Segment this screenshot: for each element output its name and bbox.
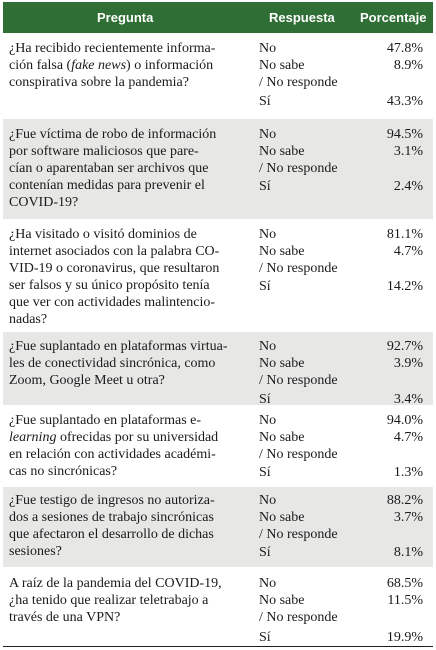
answer-label-dont-know-2: / No responde: [259, 261, 338, 276]
percentage-dont-know: 3.1%: [393, 144, 423, 159]
header-question: Pregunta: [97, 10, 154, 25]
answer-label-dont-know-2: / No responde: [259, 527, 338, 542]
percentage-yes: 19.9%: [386, 630, 423, 645]
question-text-line: ¿Fue suplantado en plataformas virtua-: [9, 339, 228, 354]
question-text-line: en relación con actividades académi-: [9, 447, 216, 462]
question-text-line: por software maliciosos que pare-: [9, 144, 199, 159]
answer-label-no: No: [259, 227, 277, 242]
question-text-line: sesiones?: [9, 544, 62, 559]
question-text-line: Zoom, Google Meet u otra?: [9, 373, 165, 388]
question-text-line: ¿Ha visitado o visitó dominios de: [9, 227, 197, 242]
table-row: ¿Fue suplantado en plataformas virtua-le…: [3, 332, 433, 407]
question-text-line: A raíz de la pandemia del COVID-19,: [9, 576, 222, 591]
percentage-dont-know: 3.9%: [393, 356, 423, 371]
answer-label-dont-know-1: No sabe: [259, 356, 305, 371]
answer-label-dont-know-2: / No responde: [259, 75, 338, 90]
percentage-dont-know: 4.7%: [393, 244, 423, 259]
percentage-yes: 14.2%: [386, 279, 423, 294]
question-text-line: ¿Fue testigo de ingresos no autoriza-: [9, 493, 215, 508]
question-text-line: ción falsa (fake news) o información: [9, 58, 214, 73]
percentage-dont-know: 11.5%: [387, 593, 423, 608]
question-text-line: cían o aparentaban ser archivos que: [9, 161, 209, 176]
answer-label-dont-know-1: No sabe: [259, 144, 305, 159]
percentage-yes: 3.4%: [393, 392, 423, 407]
answer-label-no: No: [259, 576, 277, 591]
answer-label-no: No: [259, 413, 277, 428]
question-text-line: ser falsos y su único propósito tenía: [9, 278, 210, 293]
percentage-no: 88.2%: [386, 493, 423, 508]
answer-label-no: No: [259, 41, 277, 56]
answer-label-yes: Sí: [259, 465, 271, 480]
question-text-line: ¿ha tenido que realizar teletrabajo a: [9, 593, 209, 608]
percentage-dont-know: 4.7%: [393, 430, 423, 445]
percentage-no: 94.5%: [386, 127, 423, 142]
table-row: ¿Fue testigo de ingresos no autoriza-dos…: [3, 487, 433, 567]
answer-label-yes: Sí: [259, 94, 271, 109]
percentage-no: 94.0%: [386, 413, 423, 428]
answer-label-dont-know-1: No sabe: [259, 244, 305, 259]
question-text-line: contenían medidas para prevenir el: [9, 178, 205, 193]
answer-label-yes: Sí: [259, 630, 271, 645]
question-text-line: dos a sesiones de trabajo sincrónicas: [9, 510, 214, 525]
answer-label-no: No: [259, 493, 277, 508]
percentage-yes: 1.3%: [393, 465, 423, 480]
table-row: ¿Ha visitado o visitó dominios de interne…: [3, 219, 433, 332]
question-text-line: ¿Fue suplantado en plataformas e-: [9, 413, 202, 428]
table-row: ¿Ha recibido recientemente informa-ción …: [3, 33, 433, 119]
percentage-dont-know: 3.7%: [393, 510, 423, 525]
percentage-yes: 2.4%: [393, 179, 423, 194]
answer-label-yes: Sí: [259, 279, 271, 294]
question-text-line: internet asociados con la palabra CO-: [9, 244, 220, 259]
answer-label-yes: Sí: [259, 179, 271, 194]
percentage-no: 81.1%: [386, 227, 423, 242]
percentage-yes: 43.3%: [386, 94, 423, 109]
question-text-line: nadas?: [9, 312, 48, 327]
question-text-line: conspirativa sobre la pandemia?: [9, 75, 189, 90]
question-text-line: VID-19 o coronavirus, que resultaron: [9, 261, 220, 276]
answer-label-dont-know-1: No sabe: [259, 593, 305, 608]
answer-label-dont-know-2: / No responde: [259, 610, 338, 625]
question-text-line: COVID-19?: [9, 195, 79, 210]
answer-label-dont-know-1: No sabe: [259, 430, 305, 445]
header-percentage: Porcentaje: [360, 10, 427, 25]
table-header: Pregunta Respuesta Porcentaje: [3, 2, 433, 33]
question-text-line: ¿Ha recibido recientemente informa-: [9, 41, 216, 56]
percentage-no: 92.7%: [386, 339, 423, 354]
percentage-dont-know: 8.9%: [393, 58, 423, 73]
table-row: ¿Fue suplantado en plataformas e-learnin…: [3, 405, 433, 487]
answer-label-no: No: [259, 339, 277, 354]
answer-label-dont-know-2: / No responde: [259, 373, 338, 388]
question-text-line: que ver con actividades malintencio-: [9, 295, 216, 310]
answer-label-dont-know-2: / No responde: [259, 447, 338, 462]
answer-label-no: No: [259, 127, 277, 142]
percentage-no: 47.8%: [386, 41, 423, 56]
table-row: ¿Fue víctima de robo de información por s…: [3, 119, 433, 219]
percentage-no: 68.5%: [386, 576, 423, 591]
answer-label-yes: Sí: [259, 392, 271, 407]
table-row: A raíz de la pandemia del COVID-19, ¿ha t…: [3, 567, 433, 646]
answer-label-dont-know-1: No sabe: [259, 510, 305, 525]
question-text-line: cas no sincrónicas?: [9, 464, 118, 479]
percentage-yes: 8.1%: [393, 545, 423, 560]
header-answer: Respuesta: [269, 10, 335, 25]
survey-table: Pregunta Respuesta Porcentaje ¿Ha recibi…: [3, 2, 433, 647]
question-text-line: les de conectividad sincrónica, como: [9, 356, 216, 371]
answer-label-dont-know-1: No sabe: [259, 58, 305, 73]
answer-label-dont-know-2: / No responde: [259, 161, 338, 176]
question-text-line: través de una VPN?: [9, 610, 121, 625]
question-text-line: que afectaron el desarrollo de dichas: [9, 527, 214, 542]
question-text-line: ¿Fue víctima de robo de información: [9, 127, 217, 142]
answer-label-yes: Sí: [259, 545, 271, 560]
question-text-line: learning ofrecidas por su universidad: [9, 430, 219, 445]
